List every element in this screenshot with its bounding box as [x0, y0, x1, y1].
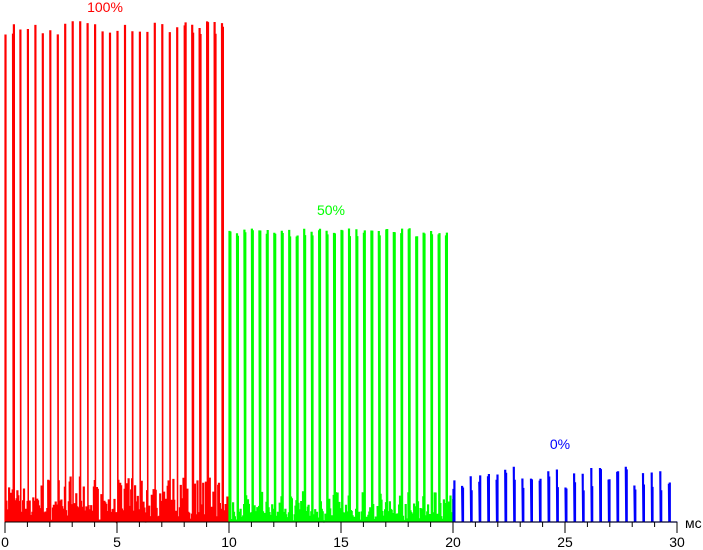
series-label-50: 50% [317, 202, 345, 218]
x-tick-label: 25 [557, 534, 573, 550]
series-layer [4, 21, 678, 524]
series-line-50pct [228, 228, 455, 523]
series-label-100: 100% [87, 0, 123, 15]
x-tick-label: 30 [669, 534, 685, 550]
x-tick-label: 5 [113, 534, 121, 550]
series-line-100pct [4, 21, 231, 524]
x-tick-label: 15 [333, 534, 349, 550]
x-tick-label: 20 [445, 534, 461, 550]
series-line-0pct [452, 466, 678, 523]
x-unit-label: мс [685, 515, 702, 531]
series-label-0: 0% [550, 436, 570, 452]
x-ticks: 0 5 10 15 20 25 30 [1, 522, 685, 550]
x-tick-label: 0 [1, 534, 9, 550]
x-tick-label: 10 [221, 534, 237, 550]
